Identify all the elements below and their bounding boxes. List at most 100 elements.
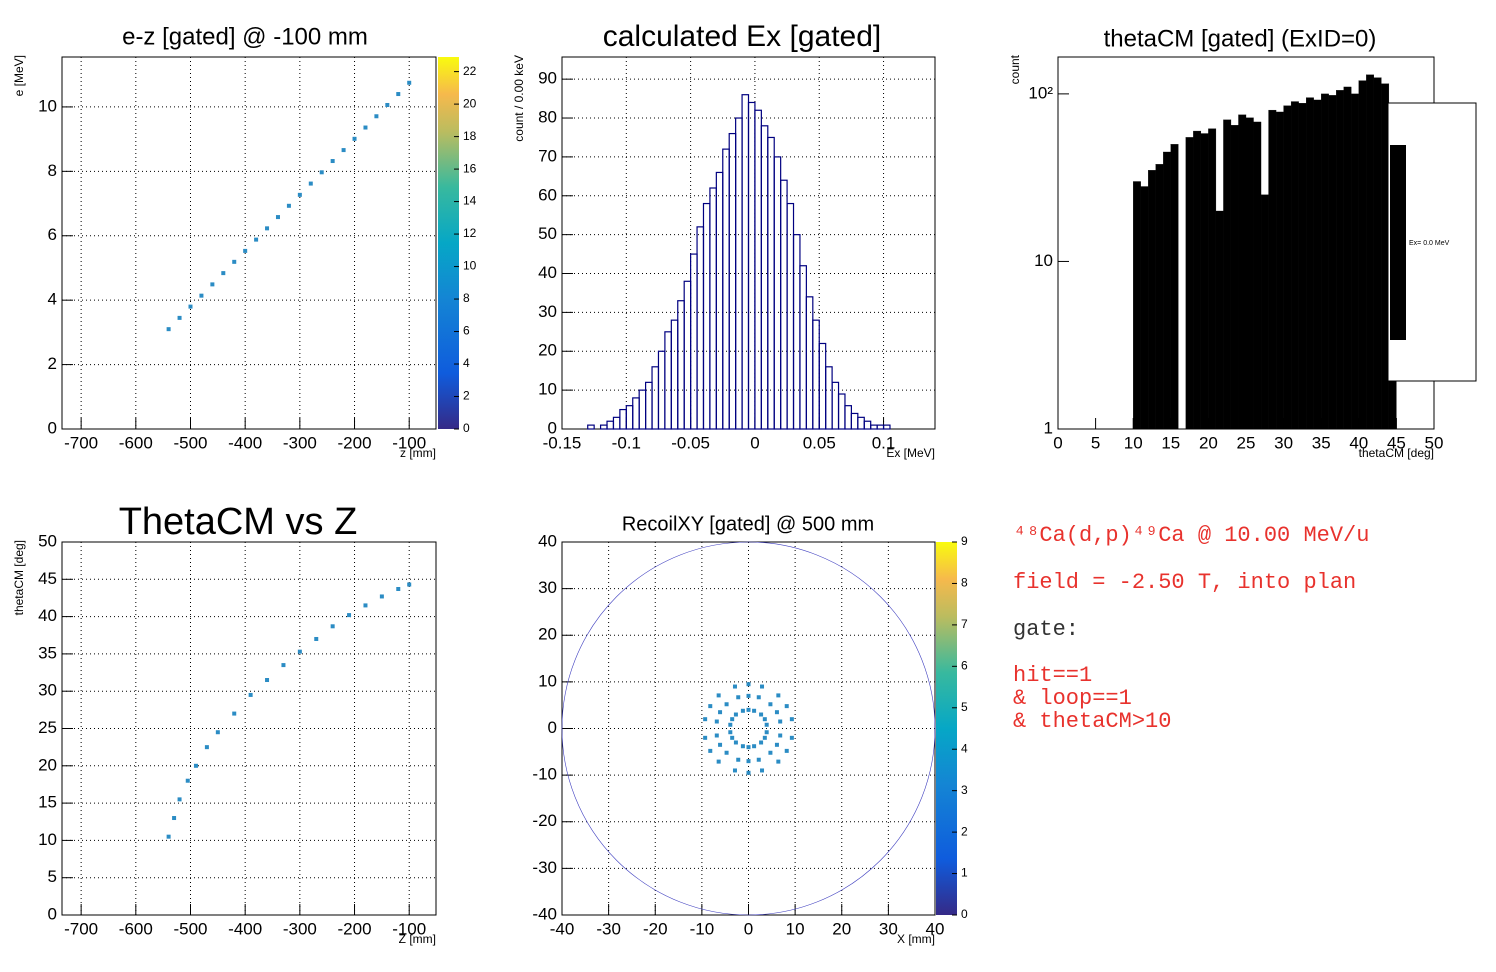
x-tick-label: 45	[1387, 433, 1406, 452]
histogram-bin	[1336, 90, 1344, 430]
x-tick-label: 5	[1091, 433, 1100, 452]
data-point	[716, 693, 721, 698]
x-tick-label: -300	[283, 919, 317, 938]
y-tick-label: 10²	[1028, 83, 1053, 102]
histogram-bin	[1373, 77, 1382, 430]
x-tick-label: 20	[1199, 433, 1218, 452]
z-tick-label: 12	[463, 226, 477, 240]
data-point	[185, 778, 190, 783]
x-tick-label: -100	[392, 433, 426, 452]
x-tick-label: 15	[1161, 433, 1180, 452]
histogram-bin	[1260, 194, 1269, 430]
x-tick-label: 30	[1274, 433, 1293, 452]
data-point	[319, 170, 324, 175]
color-bar	[936, 542, 957, 915]
y-tick-label: 90	[538, 69, 557, 88]
data-point	[254, 237, 259, 242]
histogram-bin	[1140, 186, 1149, 430]
data-point	[752, 744, 757, 749]
histogram-bin	[1298, 103, 1307, 430]
data-point	[275, 215, 280, 220]
data-point	[736, 757, 741, 762]
data-point	[708, 704, 713, 709]
data-point	[756, 695, 761, 700]
chart-title: ThetaCM vs Z	[119, 501, 358, 543]
data-point	[789, 717, 794, 722]
y-tick-label: 40	[538, 531, 557, 550]
x-tick-label: 0	[1053, 433, 1062, 452]
z-tick-label: 0	[463, 421, 470, 435]
data-point	[188, 304, 193, 309]
data-point	[248, 692, 253, 697]
data-point	[314, 636, 319, 641]
x-tick-label: -500	[173, 433, 207, 452]
data-point	[714, 719, 719, 724]
y-tick-label: 40	[38, 606, 57, 625]
data-point	[703, 717, 708, 722]
data-point	[714, 733, 719, 738]
y-tick-label: 35	[38, 643, 57, 662]
x-axis-label: z [mm]	[400, 446, 436, 460]
data-point	[732, 768, 737, 773]
data-point	[784, 704, 789, 709]
x-tick-label: 40	[1349, 433, 1368, 452]
x-tick-label: -700	[64, 433, 98, 452]
data-point	[286, 203, 291, 208]
data-point	[728, 722, 733, 727]
histogram-bin	[1148, 170, 1156, 430]
y-tick-label: 50	[538, 224, 557, 243]
histogram-bin	[1306, 97, 1314, 430]
x-axis-label: Z [mm]	[399, 932, 436, 946]
x-tick-label: 25	[1237, 433, 1256, 452]
x-tick-label: -0.05	[671, 433, 710, 452]
plot-frame	[61, 541, 437, 916]
y-tick-label: -30	[532, 858, 557, 877]
data-point	[724, 702, 729, 707]
data-point	[746, 682, 751, 687]
z-tick-label: 6	[463, 324, 470, 338]
z-tick-label: 8	[961, 576, 968, 590]
y-tick-label: 30	[538, 578, 557, 597]
data-point	[730, 735, 735, 740]
y-tick-label: 70	[538, 146, 557, 165]
data-point	[396, 586, 401, 591]
y-tick-label: 80	[538, 108, 557, 127]
y-tick-label: -40	[532, 904, 557, 923]
x-tick-label: -400	[228, 919, 262, 938]
y-tick-label: 5	[48, 867, 57, 886]
data-point	[740, 708, 745, 713]
data-point	[759, 712, 764, 717]
data-point	[172, 816, 177, 821]
legend-label: Ex= 0.0 MeV	[1409, 240, 1450, 247]
x-tick-label: -600	[119, 433, 153, 452]
y-tick-label: 0	[548, 418, 557, 437]
z-tick-label: 16	[463, 161, 477, 175]
x-tick-label: -20	[643, 919, 668, 938]
data-point	[407, 80, 412, 85]
y-tick-label: 30	[538, 302, 557, 321]
x-tick-label: -400	[228, 433, 262, 452]
x-tick-label: -700	[64, 919, 98, 938]
histogram-bin	[1170, 144, 1179, 430]
data-point	[752, 708, 757, 713]
data-point	[379, 594, 384, 599]
data-point	[762, 735, 767, 740]
detector-outline	[561, 541, 936, 916]
data-point	[297, 649, 302, 654]
histogram-bin	[1200, 133, 1209, 430]
y-tick-label: 20	[538, 625, 557, 644]
histogram-bin	[1238, 114, 1247, 430]
y-tick-label: 1	[1044, 418, 1053, 437]
y-tick-label: 10	[1034, 251, 1053, 270]
y-tick-label: 4	[48, 290, 57, 309]
y-tick-label: 10	[538, 671, 557, 690]
data-point	[762, 717, 767, 722]
z-tick-label: 8	[463, 291, 470, 305]
y-tick-label: 8	[48, 161, 57, 180]
data-point	[746, 770, 751, 775]
data-point	[281, 663, 286, 668]
x-tick-label: 10	[786, 919, 805, 938]
z-tick-label: 2	[463, 389, 470, 403]
x-tick-label: 10	[1124, 433, 1143, 452]
y-tick-label: 20	[38, 755, 57, 774]
